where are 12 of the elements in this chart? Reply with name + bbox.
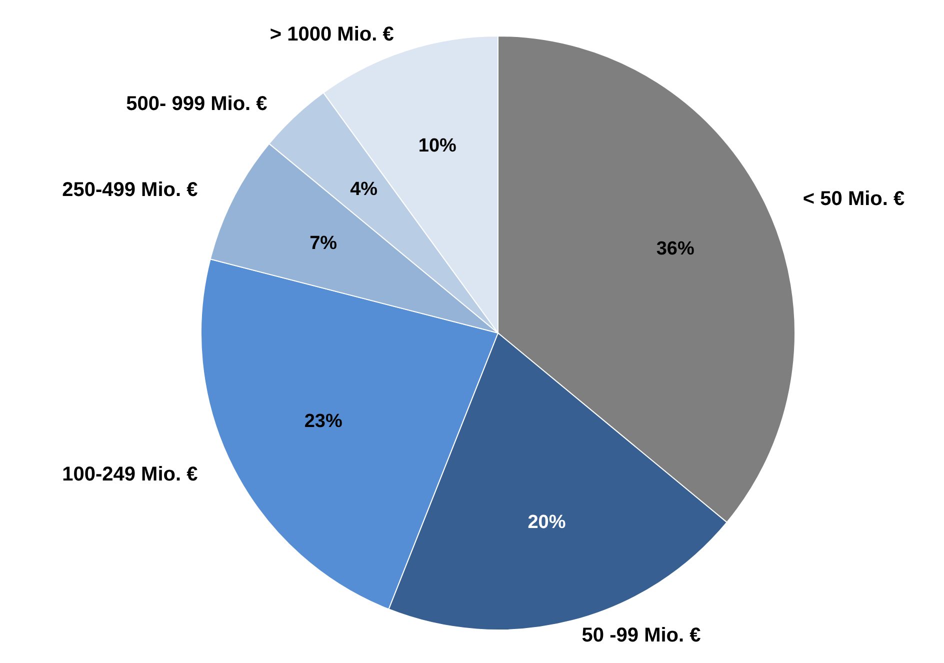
slice-label: 100-249 Mio. €: [62, 463, 198, 486]
data-label: 23%: [304, 411, 342, 432]
data-label: 20%: [528, 512, 566, 533]
slice-label: 250-499 Mio. €: [62, 179, 198, 202]
slice-label: 50 -99 Mio. €: [582, 624, 701, 646]
data-label: 4%: [350, 179, 378, 200]
slice-label: 500- 999 Mio. €: [126, 93, 268, 116]
data-label: 10%: [418, 136, 457, 157]
slice-label: > 1000 Mio. €: [270, 24, 394, 46]
data-label: 36%: [656, 238, 694, 260]
slice-label: < 50 Mio. €: [802, 188, 905, 210]
data-label: 7%: [310, 233, 338, 254]
